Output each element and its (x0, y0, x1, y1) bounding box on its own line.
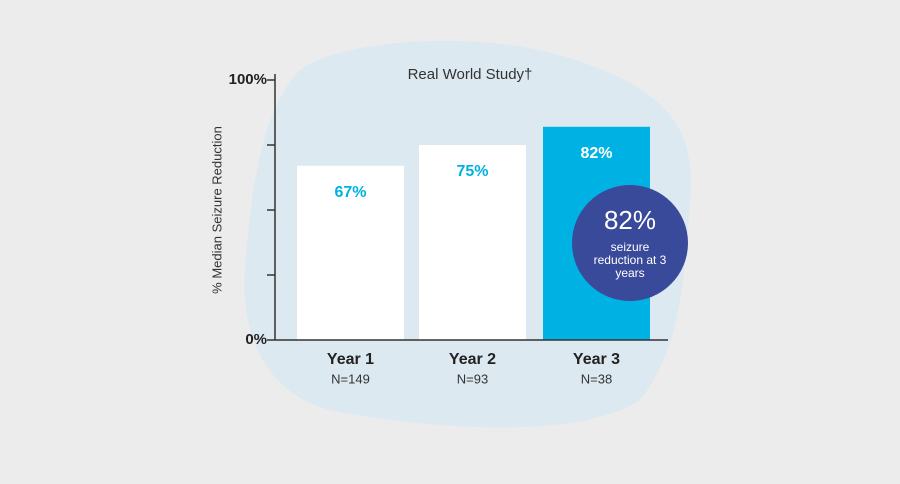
callout-circle (572, 185, 688, 301)
x-tick-note: N=93 (457, 371, 488, 386)
callout-text: seizure (611, 240, 650, 254)
x-tick-label: Year 3 (573, 351, 620, 368)
callout-text: years (615, 266, 644, 280)
value-label: 75% (456, 163, 488, 180)
x-tick-label: Year 1 (327, 351, 374, 368)
x-tick-note: N=149 (331, 371, 370, 386)
chart-title: Real World Study† (408, 66, 533, 83)
y-tick-label: 100% (229, 71, 267, 88)
y-tick-label: 0% (245, 331, 267, 348)
value-label: 82% (580, 145, 612, 162)
y-axis-label: % Median Seizure Reduction (209, 126, 224, 294)
x-tick-label: Year 2 (449, 351, 496, 368)
callout-value: 82% (604, 205, 656, 235)
value-label: 67% (334, 184, 366, 201)
bar (419, 145, 526, 340)
x-tick-note: N=38 (581, 371, 612, 386)
bar (297, 165, 404, 340)
callout-text: reduction at 3 (594, 253, 667, 267)
